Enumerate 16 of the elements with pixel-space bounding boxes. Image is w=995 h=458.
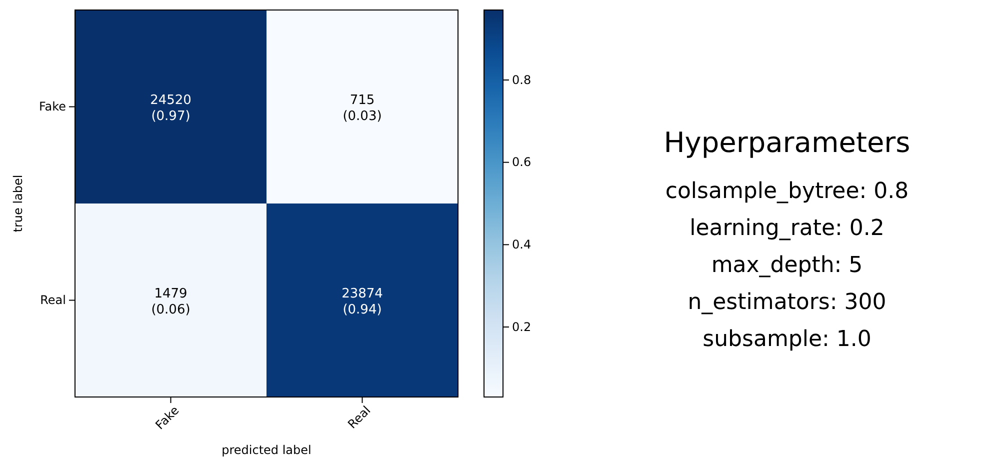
color-bar-label: 0.8: [512, 72, 532, 87]
text: subsample: 1.0: [702, 327, 872, 352]
color-bar-label: 0.4: [512, 238, 532, 252]
data-label: 24520 (0.97): [150, 92, 192, 124]
data-label: 715 (0.03): [342, 92, 382, 124]
text: n_estimators: 300: [688, 290, 886, 315]
text: learning_rate: 0.2: [690, 216, 884, 241]
color-bar-label: 0.2: [512, 320, 532, 334]
text: colsample_bytree: 0.8: [665, 179, 909, 204]
text: Hyperparameters: [664, 126, 910, 159]
color-bar-label: 0.6: [512, 155, 532, 170]
data-label: 1479 (0.06): [151, 286, 190, 318]
x-axis-title: predicted label: [222, 443, 312, 457]
text: max_depth: 5: [711, 253, 863, 278]
y-axis-title: true label: [11, 174, 25, 232]
data-label: 23874 (0.94): [342, 286, 383, 318]
